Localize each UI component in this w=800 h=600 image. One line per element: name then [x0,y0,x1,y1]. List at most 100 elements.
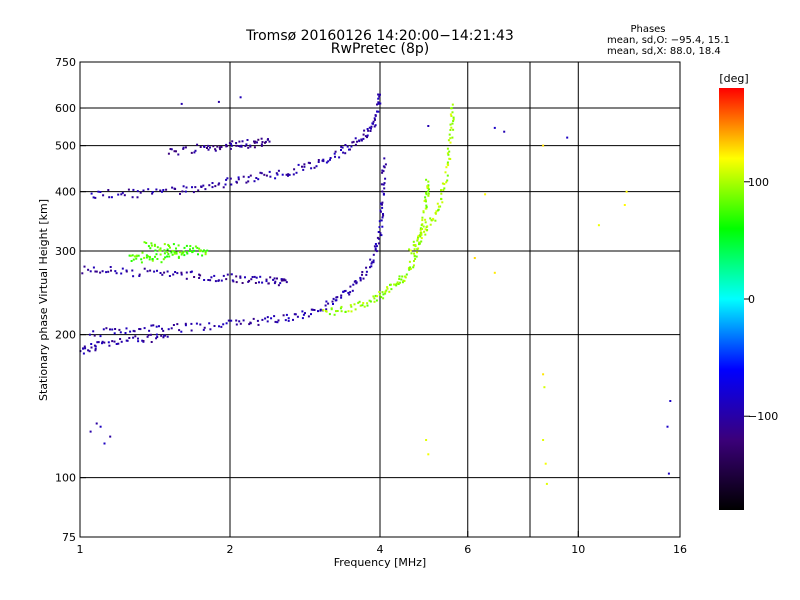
data-point [242,319,245,322]
data-point [296,315,299,318]
data-point [121,191,124,194]
data-point [334,150,337,153]
data-point [89,270,92,273]
data-point [99,335,102,338]
data-point [147,245,150,248]
data-point [125,339,128,342]
data-point [145,254,148,257]
data-point [344,144,347,146]
data-point [236,181,238,184]
data-point [420,237,423,240]
data-point [202,184,205,187]
data-point [426,225,429,228]
data-point [203,326,206,329]
data-point [379,202,382,205]
data-point [142,340,145,342]
data-point [160,334,163,337]
data-point [235,323,238,326]
data-point [303,165,306,168]
data-point [191,186,193,189]
data-point [82,352,85,355]
data-point [425,178,428,181]
data-point [451,136,454,139]
data-point [361,273,363,276]
data-point [368,299,371,302]
data-point [317,159,320,161]
data-point [201,250,204,253]
data-point [238,140,241,143]
x-axis-label: Frequency [MHz] [334,556,426,569]
data-point [200,185,203,188]
data-point [374,118,376,121]
data-point [218,182,221,185]
data-point [228,142,231,144]
data-point [359,277,362,280]
data-point [416,238,419,241]
data-point [417,247,420,250]
data-point [163,271,166,274]
data-point [383,182,386,185]
data-point [251,276,254,278]
data-point [315,165,318,168]
data-point [190,329,193,332]
data-point [97,341,100,344]
data-point [412,264,415,267]
data-point [184,146,187,149]
data-point [155,188,158,191]
data-point [340,296,343,299]
data-point [138,273,141,276]
data-point [369,266,371,269]
data-point [92,266,95,269]
data-point [94,347,97,350]
data-point [103,341,106,344]
data-point [372,261,375,264]
chart-title: Tromsø 20160126 14:20:00−14:21:43 [245,28,514,44]
data-point [217,100,220,103]
data-point [194,186,197,189]
data-point [380,183,383,186]
x-tick-label: 1 [77,543,84,556]
data-point [427,184,430,187]
data-point [162,189,165,191]
data-point [180,253,183,256]
y-tick-label: 750 [55,56,76,69]
data-point [163,334,166,337]
data-point [198,247,201,250]
data-point [452,128,455,131]
data-point [102,194,105,197]
data-point [124,332,127,334]
data-point [354,308,357,311]
data-point [195,322,198,325]
data-point [544,462,547,465]
data-point [382,165,385,168]
data-point [359,279,362,282]
data-point [199,146,202,148]
data-point [669,400,672,402]
data-point [204,253,207,256]
data-point [182,185,185,188]
y-axis-label: Stationary phase Virtual Height [km] [37,199,50,401]
data-point [109,266,112,268]
chart-subtitle: RwPretec (8p) [331,41,429,57]
data-point [92,330,95,333]
data-point [379,209,382,212]
axis-ticks: 1 2 4 6 10 16 750 600 500 400 300 200 100 75 [55,56,687,556]
data-point [193,151,196,154]
data-point [381,225,384,228]
data-point [185,244,188,247]
data-point [95,422,98,425]
data-point [107,341,110,344]
data-point [333,152,336,155]
data-point [114,270,117,273]
data-point [379,232,382,235]
data-point [176,272,179,275]
data-point [292,318,294,321]
data-point [183,254,186,257]
data-point [442,189,445,191]
data-point [280,279,283,282]
data-point [381,216,384,219]
data-point [255,177,258,179]
data-point [217,183,220,186]
data-point [235,142,238,144]
data-point [385,289,388,292]
